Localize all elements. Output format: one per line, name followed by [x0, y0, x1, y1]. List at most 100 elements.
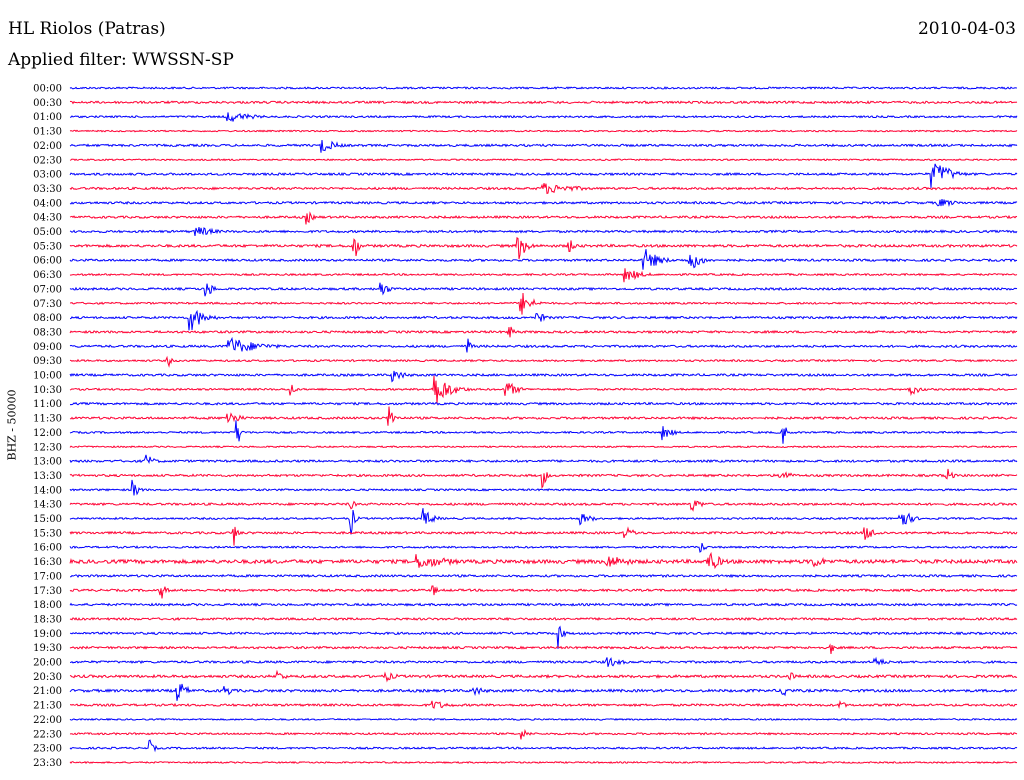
time-tick-label: 18:00	[33, 600, 62, 611]
trace-row	[69, 375, 1018, 405]
time-tick-label: 13:00	[33, 457, 62, 468]
time-tick-label: 09:00	[33, 342, 62, 353]
time-tick-label: 10:00	[33, 371, 62, 382]
trace-row	[69, 454, 1018, 464]
trace-row	[69, 309, 1018, 331]
trace-row	[69, 420, 1018, 444]
time-tick-label: 23:00	[33, 744, 62, 755]
time-tick-label: 02:00	[33, 141, 62, 152]
time-tick-label: 11:30	[33, 414, 62, 425]
time-tick-label: 02:30	[33, 155, 62, 166]
time-tick-label: 14:00	[33, 485, 62, 496]
trace-row	[69, 585, 1018, 599]
time-tick-label: 09:30	[33, 356, 62, 367]
time-tick-label: 23:30	[33, 758, 62, 769]
trace-row	[69, 739, 1018, 753]
trace-row	[69, 445, 1018, 449]
trace-row	[69, 163, 1018, 188]
trace-row	[69, 249, 1018, 270]
time-tick-label: 07:00	[33, 284, 62, 295]
time-tick-label: 20:30	[33, 672, 62, 683]
date-label: 2010-04-03	[917, 19, 1016, 39]
trace-row	[69, 699, 1018, 709]
trace-row	[69, 616, 1018, 622]
trace-row	[69, 112, 1018, 122]
time-tick-label: 14:30	[33, 500, 62, 511]
trace-row	[69, 479, 1018, 496]
station-title: HL Riolos (Patras)	[8, 19, 166, 39]
trace-row	[69, 669, 1018, 683]
time-tick-label: 03:30	[33, 184, 62, 195]
trace-row	[69, 526, 1018, 546]
trace-row	[69, 573, 1018, 579]
trace-row	[69, 717, 1018, 721]
trace-row	[69, 625, 1018, 649]
time-tick-label: 22:00	[33, 715, 62, 726]
trace-row	[69, 551, 1018, 570]
trace-row	[69, 728, 1018, 740]
trace-row	[69, 86, 1018, 90]
trace-row	[69, 406, 1018, 426]
time-tick-label: 11:00	[33, 399, 62, 410]
time-tick-label: 21:00	[33, 686, 62, 697]
trace-row	[69, 282, 1018, 297]
trace-row	[69, 602, 1018, 607]
trace-row	[69, 183, 1018, 195]
time-tick-label: 19:30	[33, 643, 62, 654]
time-tick-label: 06:00	[33, 256, 62, 267]
time-tick-labels: 00:00 00:30 01:00 01:30 02:00 02:30 03:00 03:30…	[33, 84, 62, 769]
trace-row	[69, 140, 1018, 153]
time-tick-label: 05:30	[33, 241, 62, 252]
time-tick-label: 04:00	[33, 198, 62, 209]
trace-row	[69, 158, 1018, 162]
time-tick-label: 03:00	[33, 170, 62, 181]
time-tick-label: 12:30	[33, 442, 62, 453]
trace-row	[69, 199, 1018, 207]
time-tick-label: 16:30	[33, 557, 62, 568]
time-tick-label: 07:30	[33, 299, 62, 310]
time-tick-label: 01:30	[33, 127, 62, 138]
time-tick-label: 22:30	[33, 729, 62, 740]
trace-row	[69, 656, 1018, 667]
trace-row	[69, 268, 1018, 283]
filter-label: Applied filter: WWSSN-SP	[8, 50, 234, 70]
time-tick-label: 20:00	[33, 658, 62, 669]
trace-row	[69, 542, 1018, 553]
trace-rows	[69, 86, 1018, 765]
time-tick-label: 08:30	[33, 327, 62, 338]
trace-row	[69, 100, 1018, 105]
time-tick-label: 18:30	[33, 614, 62, 625]
trace-row	[69, 683, 1018, 701]
time-tick-label: 16:00	[33, 543, 62, 554]
time-tick-label: 10:30	[33, 385, 62, 396]
time-tick-label: 00:30	[33, 98, 62, 109]
trace-row	[69, 760, 1018, 765]
trace-row	[69, 336, 1018, 353]
time-tick-label: 06:30	[33, 270, 62, 281]
time-tick-label: 17:00	[33, 571, 62, 582]
time-tick-label: 15:00	[33, 514, 62, 525]
trace-row	[69, 468, 1018, 489]
trace-row	[69, 227, 1018, 237]
trace-row	[69, 293, 1018, 315]
time-tick-label: 08:00	[33, 313, 62, 324]
trace-row	[69, 326, 1018, 338]
time-tick-label: 13:30	[33, 471, 62, 482]
trace-row	[69, 500, 1018, 512]
trace-row	[69, 401, 1018, 406]
time-tick-label: 17:30	[33, 586, 62, 597]
time-tick-label: 01:00	[33, 112, 62, 123]
trace-row	[69, 355, 1018, 368]
trace-row	[69, 129, 1018, 133]
time-tick-label: 19:00	[33, 629, 62, 640]
trace-row	[69, 508, 1018, 535]
time-tick-label: 04:30	[33, 213, 62, 224]
trace-row	[69, 236, 1018, 260]
trace-row	[69, 643, 1018, 655]
time-tick-label: 15:30	[33, 528, 62, 539]
time-tick-label: 21:30	[33, 701, 62, 712]
trace-row	[69, 370, 1018, 383]
time-tick-label: 12:00	[33, 428, 62, 439]
time-tick-label: 05:00	[33, 227, 62, 238]
